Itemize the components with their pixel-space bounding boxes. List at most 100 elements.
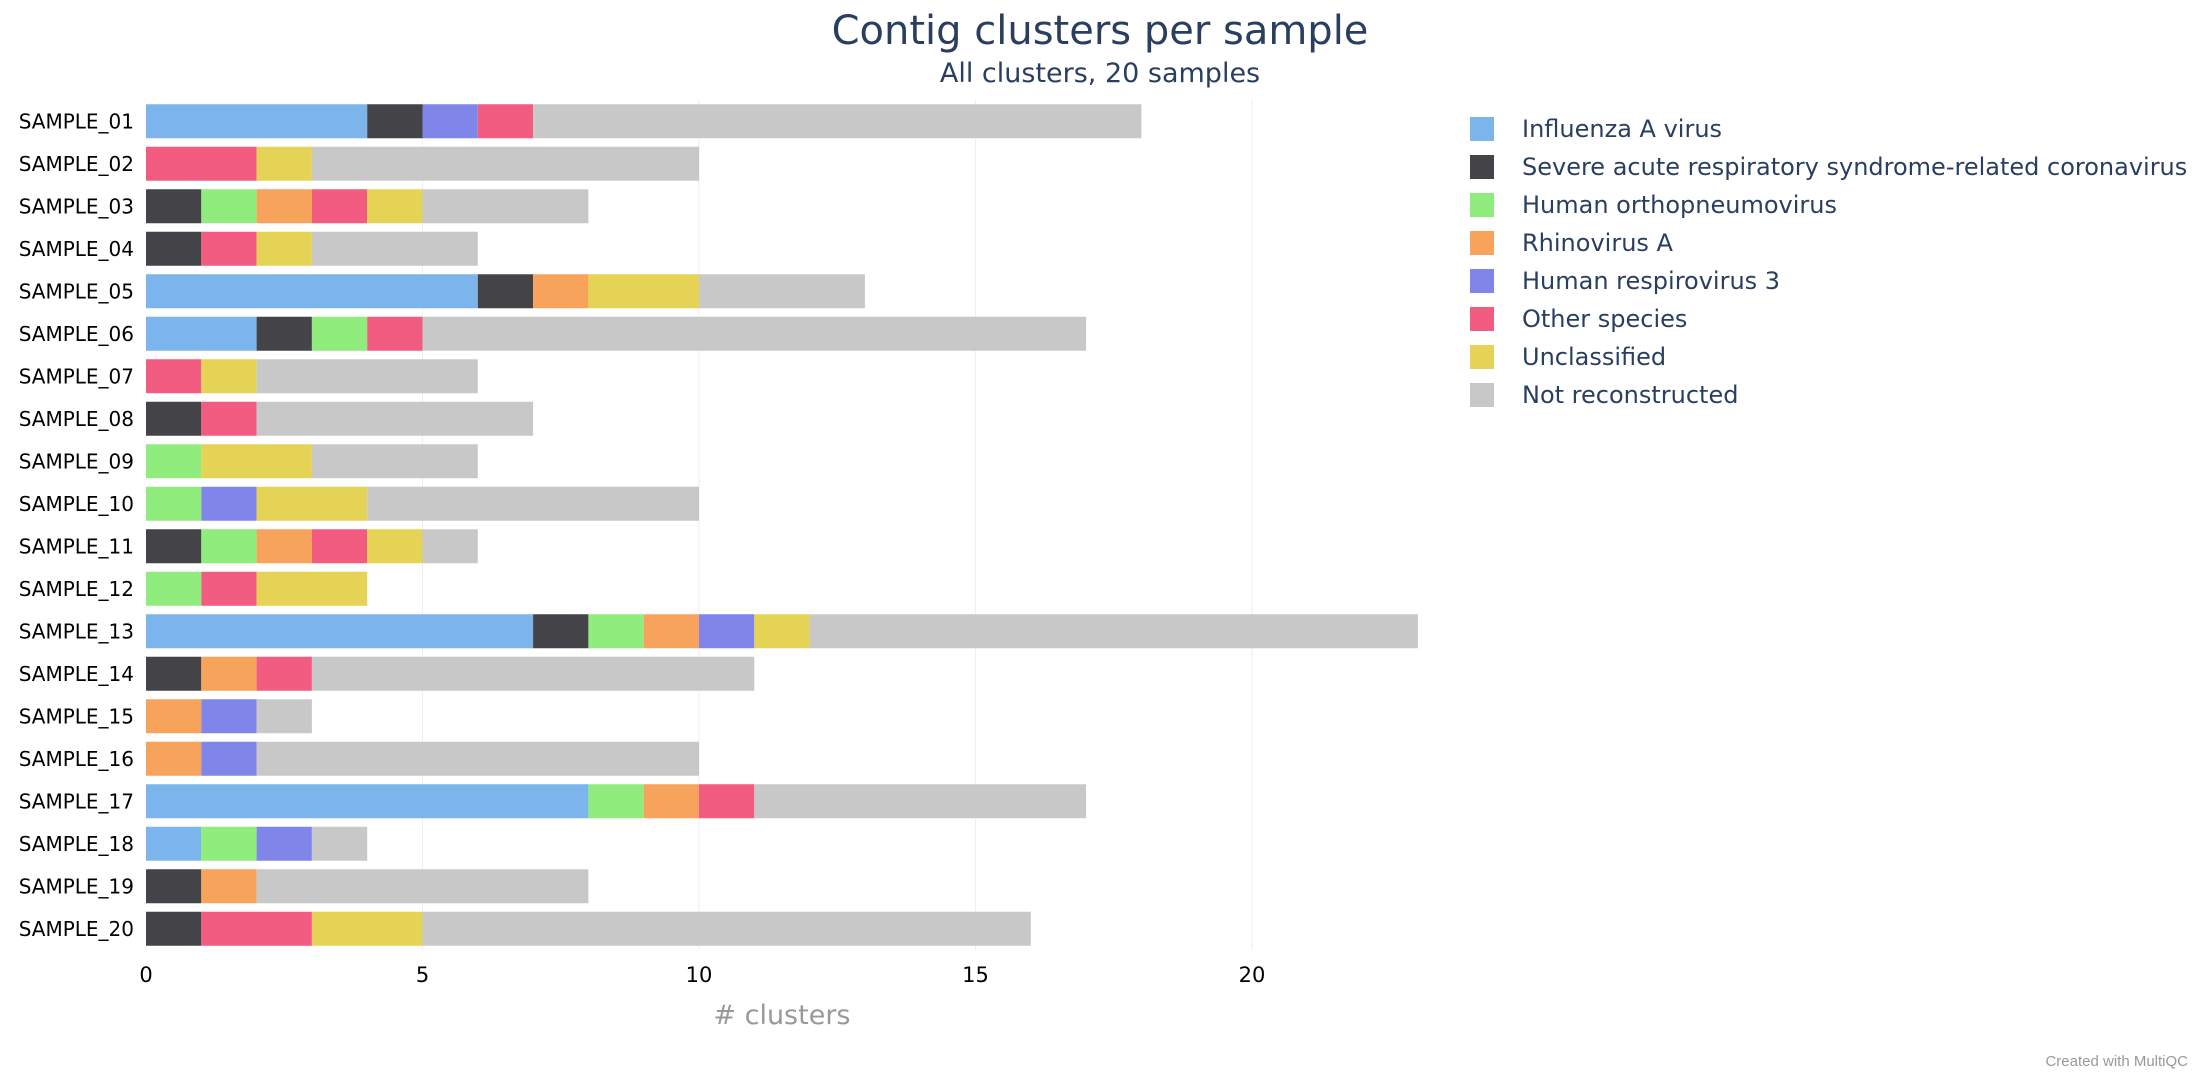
bar-segment	[311, 189, 368, 224]
y-tick-label: SAMPLE_18	[19, 832, 134, 856]
bar-segment	[643, 784, 699, 819]
bar-segment	[422, 911, 1031, 946]
bar-segment	[146, 189, 202, 224]
legend-item[interactable]: Other species	[1470, 300, 2187, 338]
bar-segment	[256, 359, 478, 394]
bar-segment	[201, 571, 257, 606]
y-tick-label: SAMPLE_08	[19, 407, 134, 431]
legend-label: Unclassified	[1522, 343, 1667, 371]
bar-segment	[146, 529, 202, 564]
bar-segment	[588, 784, 644, 819]
y-tick-label: SAMPLE_09	[19, 449, 134, 473]
bar-segment	[588, 274, 699, 309]
y-tick-label: SAMPLE_17	[19, 789, 134, 813]
bar-segment	[201, 486, 257, 521]
bar-segment	[256, 529, 312, 564]
y-tick-label: SAMPLE_14	[19, 662, 134, 686]
bar-segment	[422, 189, 589, 224]
legend-label: Human orthopneumovirus	[1522, 191, 1837, 219]
bar-segment	[311, 911, 423, 946]
bar-segment	[367, 104, 423, 139]
bar-segment	[311, 444, 478, 479]
x-tick-label: 10	[686, 963, 713, 987]
bar-segment	[256, 189, 312, 224]
chart-subtitle: All clusters, 20 samples	[939, 58, 1261, 89]
legend-swatch	[1470, 117, 1494, 141]
bar-segment	[311, 826, 368, 861]
x-tick-label: 5	[416, 963, 429, 987]
bar-segment	[643, 614, 699, 649]
bar-segment	[146, 911, 202, 946]
bar-segment	[256, 826, 312, 861]
bar-segment	[201, 826, 257, 861]
legend-item[interactable]: Human respirovirus 3	[1470, 262, 2187, 300]
bar-segment	[367, 316, 423, 351]
bar-segment	[201, 656, 257, 691]
legend-item[interactable]: Not reconstructed	[1470, 376, 2187, 414]
bar-segment	[201, 189, 257, 224]
bar-segment	[311, 529, 368, 564]
bar-segment	[367, 529, 423, 564]
y-tick-label: SAMPLE_02	[19, 152, 134, 176]
bar-segment	[146, 826, 202, 861]
bar-segment	[146, 359, 202, 394]
bar-segment	[311, 316, 368, 351]
bar-segment	[146, 444, 202, 479]
x-tick-label: 15	[962, 963, 989, 987]
bar-segment	[146, 274, 478, 309]
bar-segment	[311, 656, 755, 691]
legend-item[interactable]: Influenza A virus	[1470, 110, 2187, 148]
y-tick-label: SAMPLE_04	[19, 237, 134, 261]
bar-segment	[146, 486, 202, 521]
bar-segment	[146, 146, 257, 181]
bar-segment	[699, 614, 755, 649]
bar-segment	[699, 784, 755, 819]
bar-segment	[256, 571, 368, 606]
legend-swatch	[1470, 345, 1494, 369]
bar-segment	[146, 571, 202, 606]
legend-item[interactable]: Rhinovirus A	[1470, 224, 2187, 262]
bar-segment	[201, 529, 257, 564]
bar-segment	[256, 401, 534, 436]
bar-segment	[256, 656, 312, 691]
bar-segment	[477, 274, 534, 309]
bar-segment	[367, 189, 423, 224]
bar-segment	[754, 784, 1087, 819]
bar-segment	[146, 231, 202, 266]
bar-segment	[146, 784, 589, 819]
bar-segment	[533, 274, 589, 309]
y-tick-label: SAMPLE_03	[19, 194, 134, 218]
y-tick-label: SAMPLE_10	[19, 492, 134, 516]
y-tick-label: SAMPLE_12	[19, 577, 134, 601]
bar-segment	[201, 869, 257, 904]
legend-label: Human respirovirus 3	[1522, 267, 1781, 295]
legend-label: Not reconstructed	[1522, 381, 1739, 409]
legend-swatch	[1470, 383, 1494, 407]
bar-segment	[477, 104, 534, 139]
x-tick-label: 0	[139, 963, 152, 987]
bar-segment	[256, 231, 312, 266]
bar-segment	[201, 699, 257, 734]
legend-item[interactable]: Unclassified	[1470, 338, 2187, 376]
bar-segment	[201, 444, 312, 479]
bar-segment	[422, 529, 478, 564]
bar-segment	[256, 699, 312, 734]
legend-item[interactable]: Human orthopneumovirus	[1470, 186, 2187, 224]
legend-swatch	[1470, 269, 1494, 293]
x-tick-label: 20	[1239, 963, 1266, 987]
bar-segment	[367, 486, 699, 521]
bar-segment	[422, 316, 1087, 351]
y-tick-label: SAMPLE_19	[19, 874, 134, 898]
bar-segment	[146, 316, 257, 351]
y-tick-label: SAMPLE_06	[19, 322, 134, 346]
chart-legend: Influenza A virus Severe acute respirator…	[1470, 110, 2187, 414]
bar-segment	[146, 741, 202, 776]
bar-segment	[201, 741, 257, 776]
bar-segment	[809, 614, 1418, 649]
bar-segment	[146, 614, 534, 649]
legend-swatch	[1470, 193, 1494, 217]
x-axis-title: # clusters	[713, 1000, 850, 1031]
legend-item[interactable]: Severe acute respiratory syndrome-relate…	[1470, 148, 2187, 186]
y-tick-label: SAMPLE_13	[19, 619, 134, 643]
legend-label: Influenza A virus	[1522, 115, 1723, 143]
